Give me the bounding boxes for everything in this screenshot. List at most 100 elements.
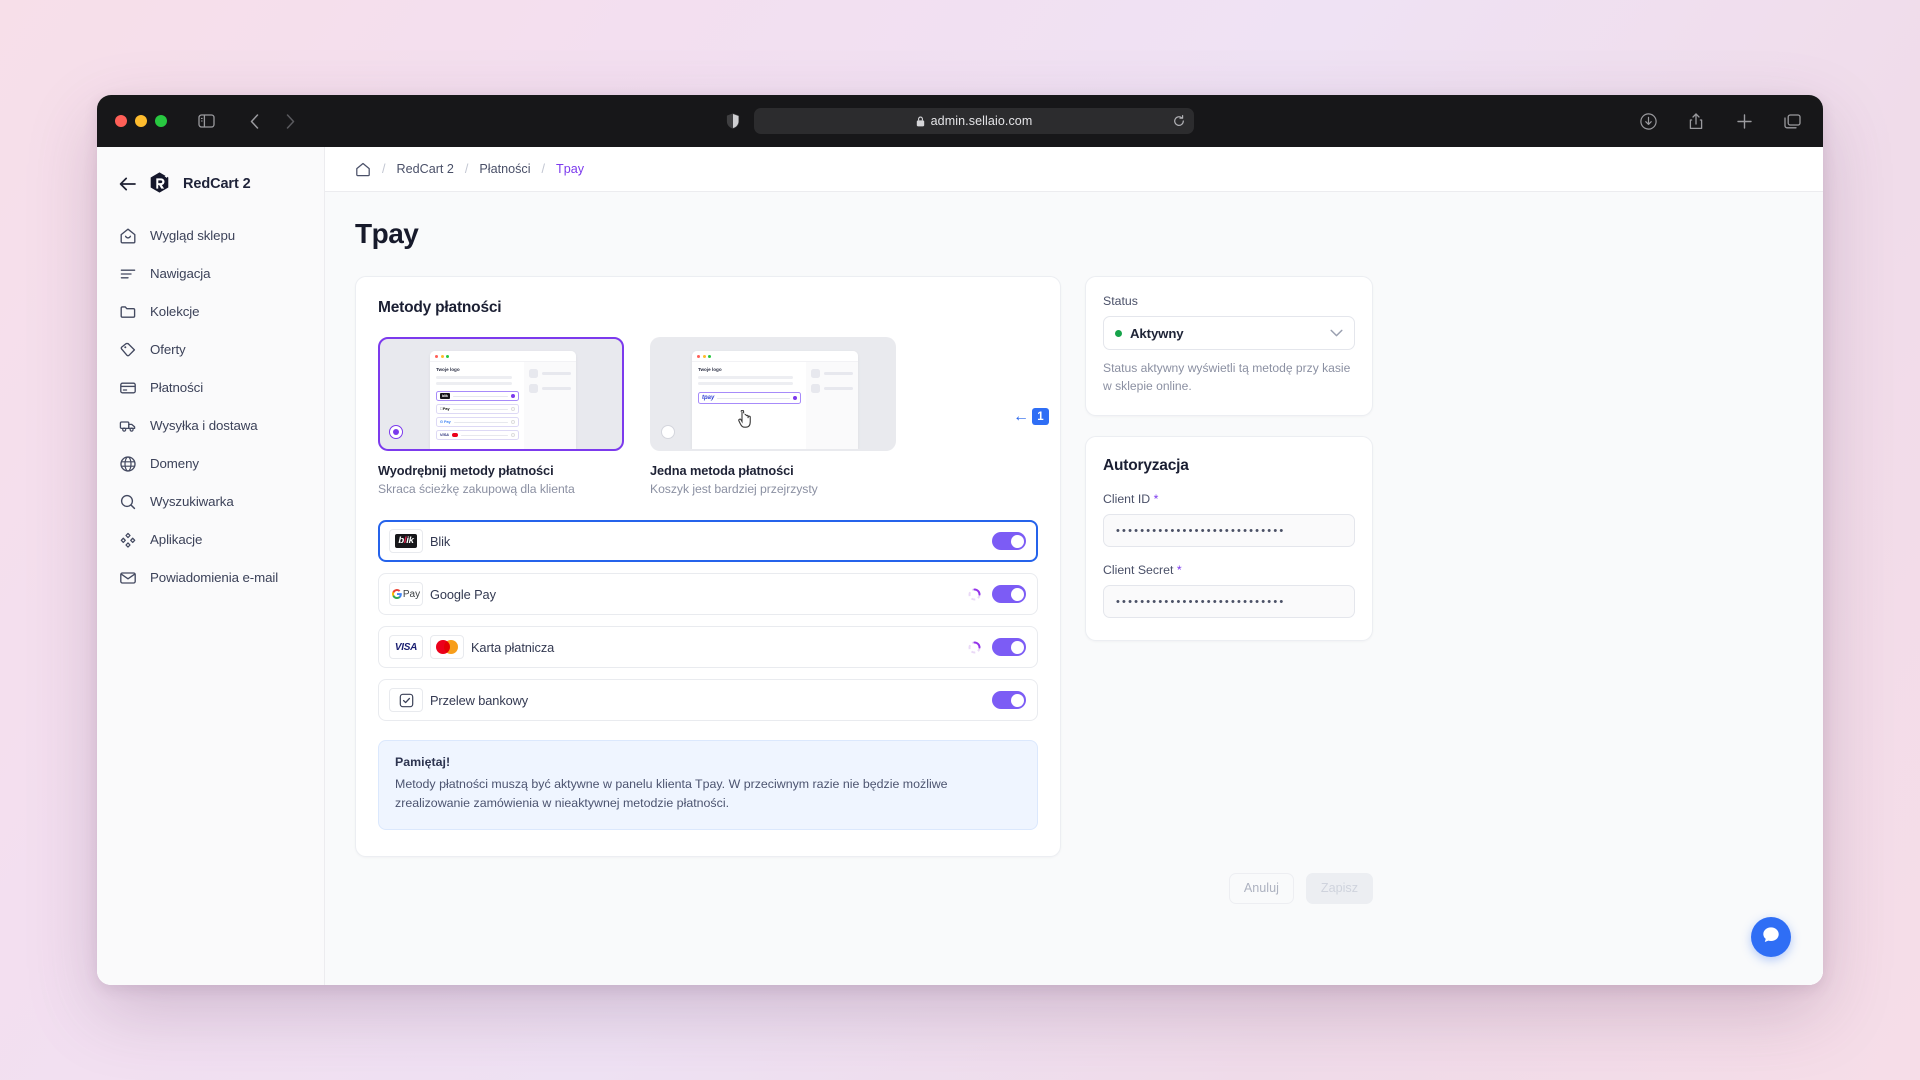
client-id-label-text: Client ID (1103, 492, 1151, 507)
nav-arrows (241, 108, 303, 134)
sidebar-item-wyglad-sklepu[interactable]: Wygląd sklepu (97, 222, 324, 249)
reload-icon[interactable] (1173, 115, 1185, 127)
sidebar-item-wyszukiwarka[interactable]: Wyszukiwarka (97, 488, 324, 515)
payment-method-rows: blik Blik Pay (378, 520, 1038, 721)
app-sidebar: RedCart 2 Wygląd sklepu Nawigacja (97, 147, 325, 985)
save-button[interactable]: Zapisz (1305, 872, 1373, 904)
payment-row-label: Google Pay (430, 586, 496, 602)
preview-body: Twoje logo blik (430, 362, 576, 449)
sidebar-item-oferty[interactable]: Oferty (97, 336, 324, 363)
nav-forward-icon[interactable] (277, 108, 303, 134)
cancel-button[interactable]: Anuluj (1228, 872, 1294, 904)
sidebar-item-wysylka-i-dostawa[interactable]: Wysyłka i dostawa (97, 412, 324, 439)
left-column: Metody płatności (355, 276, 1061, 857)
redcart-logo-icon (147, 171, 172, 196)
titlebar-right-tools (1635, 108, 1805, 134)
globe-icon (119, 455, 137, 473)
close-window-button[interactable] (115, 115, 127, 127)
privacy-shield-icon[interactable] (726, 113, 740, 129)
preview-line (717, 397, 790, 400)
preview-method-row-blik: blik (436, 391, 519, 402)
visa-logo-icon: VISA (440, 433, 449, 438)
sidebar-item-aplikacje[interactable]: Aplikacje (97, 526, 324, 553)
new-tab-icon[interactable] (1731, 108, 1757, 134)
sidebar-item-nawigacja[interactable]: Nawigacja (97, 260, 324, 287)
main-area: / RedCart 2 / Płatności / Tpay Tpay Meto… (325, 147, 1823, 985)
sidebar-item-label: Płatności (150, 380, 204, 395)
layout-option-radio-selected[interactable] (389, 425, 403, 439)
sidebar-item-label: Wygląd sklepu (150, 228, 236, 243)
mail-icon (119, 569, 137, 587)
checkout-preview-mock: Twoje logo tpay (692, 351, 858, 449)
layout-option-radio-unselected[interactable] (661, 425, 675, 439)
mastercard-logo-icon (451, 433, 458, 438)
sidebar-toggle-icon[interactable] (193, 108, 219, 134)
layout-option-preview[interactable]: Twoje logo blik (378, 337, 624, 451)
nav-back-icon[interactable] (241, 108, 267, 134)
search-icon (119, 493, 137, 511)
sidebar-item-platnosci[interactable]: Płatności (97, 374, 324, 401)
mastercard-logo-icon (430, 635, 464, 659)
info-note-title: Pamiętaj! (395, 755, 451, 769)
preview-method-row-card: VISA (436, 430, 519, 441)
preview-thumb (529, 384, 538, 393)
layout-option-preview[interactable]: Twoje logo tpay (650, 337, 896, 451)
payment-toggle-przelew-bankowy[interactable] (992, 691, 1026, 709)
preview-method-row-tpay: tpay (698, 392, 801, 405)
home-icon[interactable] (355, 162, 371, 177)
maximize-window-button[interactable] (155, 115, 167, 127)
breadcrumb-item-tpay[interactable]: Tpay (556, 162, 585, 176)
status-select[interactable]: Aktywny (1103, 316, 1355, 350)
sidebar-item-label: Wysyłka i dostawa (150, 418, 258, 433)
menu-lines-icon (119, 265, 137, 283)
authorization-title: Autoryzacja (1103, 457, 1189, 475)
payment-row-blik[interactable]: blik Blik (378, 520, 1038, 562)
minimize-window-button[interactable] (135, 115, 147, 127)
brand-name: RedCart 2 (183, 175, 251, 192)
download-icon[interactable] (1635, 108, 1661, 134)
payment-toggle-google-pay[interactable] (992, 585, 1026, 603)
address-area: admin.sellaio.com (726, 108, 1194, 134)
layout-option-separate[interactable]: Twoje logo blik (378, 337, 624, 496)
chat-support-button[interactable] (1751, 917, 1791, 957)
sidebar-item-kolekcje[interactable]: Kolekcje (97, 298, 324, 325)
preview-thumb (529, 369, 538, 378)
tab-overview-icon[interactable] (1779, 108, 1805, 134)
preview-line (452, 395, 508, 398)
truck-icon (119, 417, 137, 435)
preview-left-pane: Twoje logo tpay (692, 362, 806, 449)
sidebar-item-label: Powiadomienia e-mail (150, 570, 279, 585)
sidebar-item-domeny[interactable]: Domeny (97, 450, 324, 477)
status-dot-icon (1115, 329, 1122, 337)
client-id-field[interactable]: •••••••••••••••••••••••••••• (1103, 514, 1355, 548)
google-pay-logo-icon: G Pay (440, 420, 451, 425)
payment-row-google-pay[interactable]: Pay Google Pay (378, 573, 1038, 615)
preview-titlebar (692, 351, 858, 362)
payment-methods-card: Metody płatności (355, 276, 1061, 857)
preview-line (542, 372, 571, 375)
sidebar-item-powiadomienia-e-mail[interactable]: Powiadomienia e-mail (97, 564, 324, 591)
status-card: Status Aktywny Status aktywny wyświetli … (1085, 276, 1373, 417)
arrow-left-icon[interactable] (119, 177, 136, 191)
breadcrumb-item-platnosci[interactable]: Płatności (479, 162, 531, 176)
client-secret-label: Client Secret * (1103, 563, 1355, 577)
window-controls (115, 115, 167, 127)
app-body: RedCart 2 Wygląd sklepu Nawigacja (97, 147, 1823, 985)
tag-icon (119, 341, 137, 359)
required-mark: * (1153, 492, 1159, 507)
payment-toggle-blik[interactable] (992, 532, 1026, 550)
url-text: admin.sellaio.com (930, 114, 1033, 128)
payment-row-controls (968, 585, 1026, 603)
layout-option-single[interactable]: Twoje logo tpay (650, 337, 896, 496)
address-bar[interactable]: admin.sellaio.com (754, 108, 1194, 134)
payment-toggle-karta-platnicza[interactable] (992, 638, 1026, 656)
client-secret-field[interactable]: •••••••••••••••••••••••••••• (1103, 585, 1355, 619)
visa-logo-icon: VISA (389, 635, 423, 659)
lock-icon (916, 116, 925, 127)
breadcrumb-item-redcart-2[interactable]: RedCart 2 (396, 162, 454, 176)
share-icon[interactable] (1683, 108, 1709, 134)
layout-option-tiles: Twoje logo blik (378, 337, 1038, 496)
payment-row-karta-platnicza[interactable]: VISA Karta płatnicza (378, 626, 1038, 668)
payment-row-przelew-bankowy[interactable]: Przelew bankowy (378, 679, 1038, 721)
payment-row-controls (992, 691, 1026, 709)
